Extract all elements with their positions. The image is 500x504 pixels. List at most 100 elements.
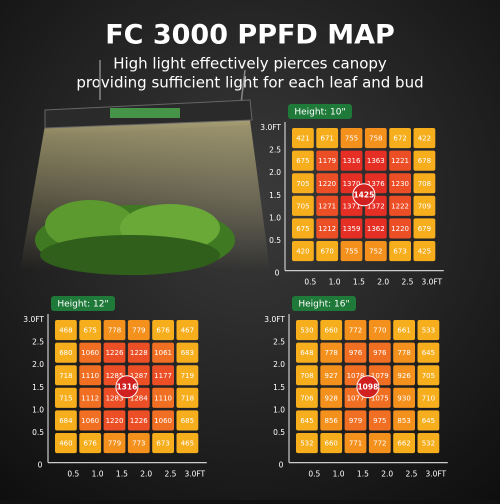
cell-value: 1285 (106, 372, 124, 380)
cell (389, 128, 411, 149)
cell (176, 433, 199, 454)
cell (364, 218, 387, 239)
cell (152, 365, 174, 386)
cell (368, 342, 391, 363)
y-tick-label: 0.5 (32, 428, 44, 437)
cell-value: 425 (418, 248, 431, 256)
x-tick-label: 0.5 (308, 470, 320, 479)
cell-value: 1078 (347, 372, 365, 380)
y-tick-label: 1.0 (273, 405, 285, 414)
cell (55, 342, 77, 363)
y-tick-label: 2.0 (273, 360, 285, 369)
cell (320, 410, 343, 431)
cell (55, 387, 77, 408)
cell (413, 173, 436, 194)
origin-label: 0 (279, 461, 284, 470)
cell-value: 675 (296, 225, 309, 233)
cell (393, 433, 415, 454)
x-tick-label: 3.0FT (421, 278, 442, 287)
x-tick-label: 2.5 (165, 470, 177, 479)
cell-value: 1220 (391, 225, 409, 233)
y-tick-label: 3.0FT (264, 315, 285, 324)
cell (292, 128, 314, 149)
cell (368, 320, 391, 341)
cell (79, 320, 102, 341)
cell (320, 433, 343, 454)
cell-value: 928 (325, 394, 338, 402)
peak-value: 1425 (353, 190, 374, 199)
cell (393, 320, 415, 341)
cell-value: 719 (181, 372, 194, 380)
cell (152, 387, 174, 408)
cell (103, 320, 126, 341)
cell (316, 128, 339, 149)
cell (389, 241, 411, 262)
cell-value: 779 (108, 440, 121, 448)
cell (344, 320, 367, 341)
cell (413, 195, 436, 216)
x-tick-label: 3.0FT (184, 470, 205, 479)
height-label: Height: 12" (57, 300, 108, 310)
cell-value: 778 (325, 349, 338, 357)
cell-value: 648 (300, 349, 313, 357)
cell (344, 342, 367, 363)
cell-value: 662 (397, 440, 410, 448)
cell-value: 1359 (343, 225, 361, 233)
cell-value: 1221 (391, 157, 409, 165)
height-label: Height: 10" (294, 108, 345, 118)
cell-value: 706 (300, 394, 314, 402)
x-tick-label: 3.0FT (425, 470, 446, 479)
cell-value: 709 (418, 202, 431, 210)
cell-value: 1220 (106, 417, 124, 425)
cell (79, 387, 102, 408)
cell-value: 1271 (318, 202, 336, 210)
cell (55, 320, 77, 341)
cell-value: 758 (369, 135, 382, 143)
cell-value: 975 (373, 417, 386, 425)
cell (316, 173, 339, 194)
cell-value: 465 (181, 440, 194, 448)
x-tick-label: 1.5 (116, 470, 128, 479)
cell (393, 342, 415, 363)
cell (127, 342, 150, 363)
cell (340, 150, 363, 171)
cell (176, 387, 199, 408)
cell-value: 1371 (343, 202, 361, 210)
x-tick-label: 2.5 (402, 278, 414, 287)
cell-value: 1220 (318, 180, 336, 188)
peak-value: 1316 (116, 382, 137, 391)
cell-value: 1287 (130, 372, 148, 380)
cell-value: 927 (325, 372, 338, 380)
title: FC 3000 PPFD MAP (105, 20, 395, 51)
height-tag (51, 296, 115, 311)
cell (176, 365, 199, 386)
y-tick-label: 2.5 (32, 338, 44, 347)
cell-value: 779 (132, 327, 145, 335)
cell-value: 683 (181, 349, 194, 357)
cell (413, 241, 436, 262)
cell-value: 420 (296, 248, 309, 256)
cell (152, 410, 174, 431)
cell-value: 718 (181, 394, 194, 402)
cell-value: 710 (422, 394, 435, 402)
cell-value: 778 (108, 327, 121, 335)
x-tick-label: 2.0 (140, 470, 152, 479)
cell-value: 773 (132, 440, 145, 448)
cell-value: 671 (321, 135, 334, 143)
cell (127, 410, 150, 431)
cell-value: 1362 (367, 225, 385, 233)
origin-label: 0 (275, 269, 280, 278)
cell-value: 1110 (154, 394, 172, 402)
peak-value: 1098 (357, 382, 378, 391)
cell (393, 410, 415, 431)
cell-value: 684 (59, 417, 73, 425)
cell (79, 410, 102, 431)
lamp-illustration (20, 60, 270, 275)
cell (413, 150, 436, 171)
cell (316, 218, 339, 239)
cell-value: 678 (418, 157, 431, 165)
cell (320, 320, 343, 341)
cell-value: 645 (300, 417, 313, 425)
cell-value: 752 (369, 248, 382, 256)
